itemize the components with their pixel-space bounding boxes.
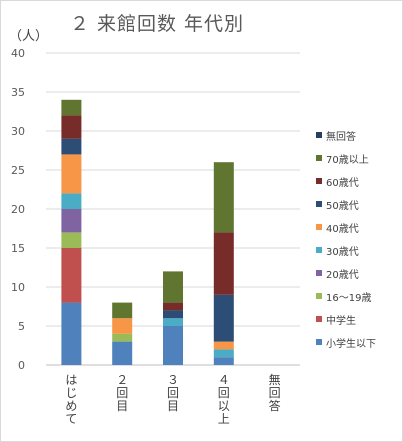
legend-label: 70歳以上 bbox=[326, 154, 369, 166]
x-category-label-char: ３ bbox=[167, 373, 179, 387]
bar-segment bbox=[61, 154, 82, 194]
legend-item: 40歳代 bbox=[316, 219, 359, 235]
y-tick-label: 30 bbox=[11, 125, 25, 138]
legend-label: 16～19歳 bbox=[326, 292, 372, 304]
bar-segment bbox=[213, 232, 234, 295]
bar-segment bbox=[112, 333, 133, 342]
bar-segment bbox=[61, 209, 82, 233]
legend-swatch bbox=[316, 247, 322, 253]
legend-label: 40歳代 bbox=[326, 223, 359, 235]
legend-swatch bbox=[316, 178, 322, 184]
bar-segment bbox=[61, 193, 82, 209]
x-category-label-char: 上 bbox=[218, 412, 230, 426]
legend-swatch bbox=[316, 201, 322, 207]
x-category-label-char: ２ bbox=[116, 373, 128, 387]
bar-segment bbox=[163, 271, 183, 303]
y-tick-label: 35 bbox=[11, 86, 25, 99]
x-category-label-char: ４ bbox=[218, 373, 230, 387]
bar-segment bbox=[163, 302, 183, 311]
chart-title: ２ 来館回数 年代別 bbox=[69, 13, 245, 35]
legend-label: 小学生以下 bbox=[326, 338, 376, 350]
bar-segment bbox=[112, 318, 133, 334]
y-tick-label: 25 bbox=[11, 164, 25, 177]
y-tick-label: 40 bbox=[11, 47, 25, 60]
legend-item: 50歳代 bbox=[316, 196, 359, 212]
y-tick-label: 15 bbox=[11, 242, 25, 255]
legend-swatch bbox=[316, 155, 322, 161]
legend-swatch bbox=[316, 132, 322, 138]
x-category-label-char: 回 bbox=[167, 386, 179, 400]
bar-segment bbox=[213, 349, 234, 358]
legend-item: 小学生以下 bbox=[316, 334, 376, 350]
y-tick-label: 10 bbox=[11, 281, 25, 294]
y-tick-label: 20 bbox=[11, 203, 25, 216]
bar-segment bbox=[112, 341, 133, 365]
x-category-label-char: 以 bbox=[218, 399, 230, 413]
x-category-label-char: 回 bbox=[218, 386, 230, 400]
legend-label: 20歳代 bbox=[326, 269, 359, 281]
legend-item: 20歳代 bbox=[316, 265, 359, 281]
y-axis-unit-label: （人） bbox=[9, 29, 49, 44]
x-category-label-char: は bbox=[65, 373, 77, 387]
y-tick-label: 0 bbox=[18, 359, 25, 372]
legend-item: 60歳代 bbox=[316, 173, 359, 189]
bar-segment bbox=[61, 248, 82, 303]
bar-segment bbox=[61, 138, 82, 155]
bar-segment bbox=[213, 162, 234, 233]
bar-segment bbox=[61, 232, 82, 248]
legend-item: 中学生 bbox=[316, 311, 356, 327]
bar-segment bbox=[61, 99, 82, 116]
bar-segment bbox=[61, 115, 82, 139]
x-category-label-char: 答 bbox=[269, 398, 281, 413]
legend-label: 中学生 bbox=[326, 315, 356, 327]
bar-segment bbox=[61, 302, 82, 365]
legend-swatch bbox=[316, 270, 322, 276]
x-category-label-char: 無 bbox=[269, 372, 281, 387]
x-category-label-char: め bbox=[65, 399, 77, 413]
legend-item: 無回答 bbox=[316, 127, 356, 143]
legend-swatch bbox=[316, 224, 322, 230]
x-category-label-char: 回 bbox=[269, 386, 281, 400]
bar-segment bbox=[163, 318, 183, 326]
legend-item: 30歳代 bbox=[316, 242, 359, 258]
bar-segment bbox=[112, 302, 133, 319]
bar-segment bbox=[213, 341, 234, 350]
x-category-label-char: て bbox=[65, 412, 77, 426]
x-category-label-char: 目 bbox=[167, 399, 179, 413]
bar-segment bbox=[213, 294, 234, 342]
legend-swatch bbox=[316, 339, 322, 345]
legend-label: 30歳代 bbox=[326, 246, 359, 258]
legend-item: 16～19歳 bbox=[316, 288, 371, 304]
bar-segment bbox=[163, 326, 183, 365]
legend-label: 無回答 bbox=[326, 131, 356, 143]
y-tick-label: 5 bbox=[18, 320, 25, 333]
legend-label: 60歳代 bbox=[326, 177, 359, 189]
bar-segment bbox=[163, 310, 183, 319]
x-category-label-char: 回 bbox=[116, 386, 128, 400]
bar-segment bbox=[213, 357, 234, 365]
x-category-label-char: 目 bbox=[116, 399, 128, 413]
legend-swatch bbox=[316, 293, 322, 299]
legend-label: 50歳代 bbox=[326, 200, 359, 212]
legend-item: 70歳以上 bbox=[316, 150, 369, 166]
legend-swatch bbox=[316, 316, 322, 322]
x-category-label-char: じ bbox=[65, 386, 77, 400]
